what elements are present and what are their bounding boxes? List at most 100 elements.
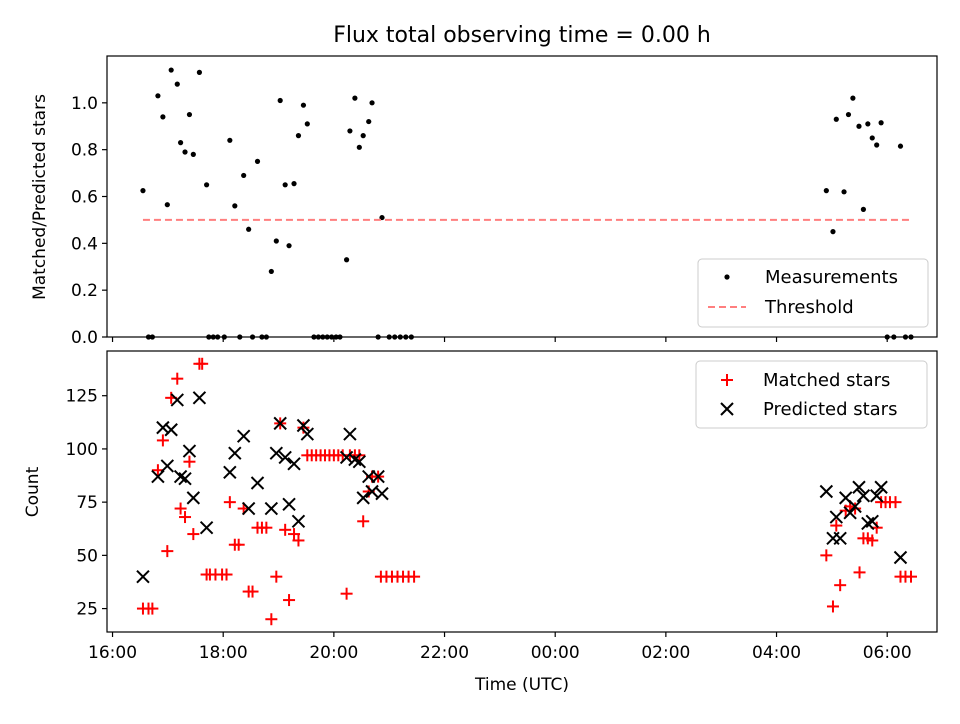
predicted-stars-point	[296, 418, 311, 433]
measurement-point	[304, 121, 310, 127]
top-legend: Measurements Threshold	[697, 258, 929, 328]
x-tick-label: 18:00	[199, 643, 248, 663]
matched-stars-point	[853, 566, 866, 579]
y-tick-label: 25	[76, 600, 98, 620]
x-tick-label: 22:00	[420, 643, 469, 663]
bottom-panel: 25 50 75 100 125 16:00 18:00 20:00 22:00 00:00 02…	[23, 350, 938, 695]
predicted-stars-point	[223, 465, 237, 480]
matched-stars-point	[292, 534, 305, 547]
measurement-point	[379, 214, 385, 221]
measurement-point	[168, 67, 174, 73]
matched-stars-point	[174, 502, 187, 515]
measurement-point	[160, 114, 166, 120]
measurement-point	[227, 137, 233, 143]
predicted-stars-point	[273, 416, 287, 431]
matched-stars-point	[283, 594, 296, 607]
predicted-stars-point	[291, 514, 306, 529]
measurement-point	[845, 111, 852, 118]
measurement-point	[291, 181, 297, 187]
legend-measurements-marker	[724, 274, 730, 280]
legend-matched-marker	[721, 374, 733, 386]
predicted-stars-point	[178, 472, 192, 486]
x-tick-label: 16:00	[88, 643, 137, 663]
measurement-point	[833, 116, 839, 122]
predicted-stars-point	[365, 484, 379, 499]
matched-stars-point	[179, 511, 192, 524]
measurement-point	[182, 149, 188, 155]
predicted-stars-point	[236, 429, 251, 443]
predicted-stars-point	[856, 489, 871, 503]
matched-stars-point	[279, 523, 292, 536]
top-axes-frame	[106, 55, 938, 338]
matched-stars-point	[146, 602, 159, 615]
measurement-point	[878, 120, 884, 126]
top-panel: 0.0 0.2 0.4 0.6 0.8 1.0 Matched/Predicted sta…	[30, 55, 938, 348]
measurement-point	[286, 243, 292, 249]
measurement-point	[352, 95, 358, 101]
matched-stars-point	[297, 421, 310, 434]
measurement-point	[300, 102, 307, 108]
measurement-point	[823, 188, 829, 194]
predicted-stars-point	[869, 489, 884, 503]
measurement-point	[360, 133, 366, 139]
measurement-point	[155, 93, 161, 99]
measurement-point	[856, 123, 862, 129]
predicted-stars-point	[199, 520, 214, 535]
matched-stars-point	[156, 434, 169, 447]
predicted-stars-point	[160, 459, 175, 473]
predicted-stars-point	[852, 480, 866, 494]
y-tick-label: 0.8	[71, 141, 98, 161]
measurement-point	[174, 81, 180, 87]
measurement-point	[860, 206, 867, 212]
predicted-stars-point	[874, 480, 888, 494]
predicted-stars-point	[833, 531, 847, 546]
predicted-stars-point	[865, 514, 879, 529]
legend-measurements-label: Measurements	[765, 267, 898, 288]
predicted-stars-point	[287, 457, 301, 471]
matched-stars-point	[834, 579, 847, 592]
bottom-legend: Matched stars Predicted stars	[695, 360, 928, 429]
y-tick-label: 125	[66, 387, 98, 407]
matched-stars-point	[889, 496, 902, 509]
predicted-stars-point	[300, 427, 315, 441]
matched-stars-point	[220, 568, 233, 581]
matched-stars-point	[270, 570, 283, 583]
matched-stars-point	[171, 372, 184, 385]
predicted-stars-point	[250, 476, 265, 490]
x-tick-label: 06:00	[863, 643, 912, 663]
y-tick-label: 75	[76, 493, 98, 513]
top-y-axis-label: Matched/Predicted stars	[30, 94, 50, 300]
x-tick-label: 20:00	[309, 643, 358, 663]
y-tick-label: 0.2	[71, 281, 98, 301]
predicted-stars-point	[186, 491, 201, 505]
matched-stars-point	[340, 587, 353, 600]
matched-stars-point	[223, 496, 236, 509]
x-tick-label: 00:00	[531, 643, 580, 663]
x-axis-label: Time (UTC)	[474, 675, 569, 695]
matched-stars-point	[232, 538, 245, 551]
top-legend-box	[697, 258, 929, 328]
predicted-stars-point	[173, 469, 188, 484]
predicted-stars-point	[829, 510, 844, 524]
predicted-stars-point	[192, 391, 207, 405]
legend-threshold-label: Threshold	[764, 297, 854, 318]
matched-stars-point	[265, 613, 278, 626]
matched-stars-point	[187, 528, 200, 541]
chart-title: Flux total observing time = 0.00 h	[333, 23, 711, 48]
predicted-stars-point	[819, 484, 834, 499]
matched-stars-point	[161, 545, 174, 558]
y-tick-label: 0.4	[71, 234, 98, 254]
predicted-stars-point	[170, 393, 184, 407]
predicted-stars-point	[352, 454, 367, 469]
bottom-axes-frame	[106, 350, 938, 633]
legend-predicted-label: Predicted stars	[763, 399, 897, 420]
predicted-stars-point	[348, 452, 362, 467]
y-tick-label: 0.6	[71, 188, 98, 208]
measurement-point	[164, 202, 170, 208]
measurement-point	[186, 111, 193, 118]
matched-stars-point	[830, 519, 843, 532]
matched-stars-point	[183, 455, 196, 468]
measurement-point	[850, 95, 856, 101]
predicted-stars-point	[228, 446, 242, 460]
